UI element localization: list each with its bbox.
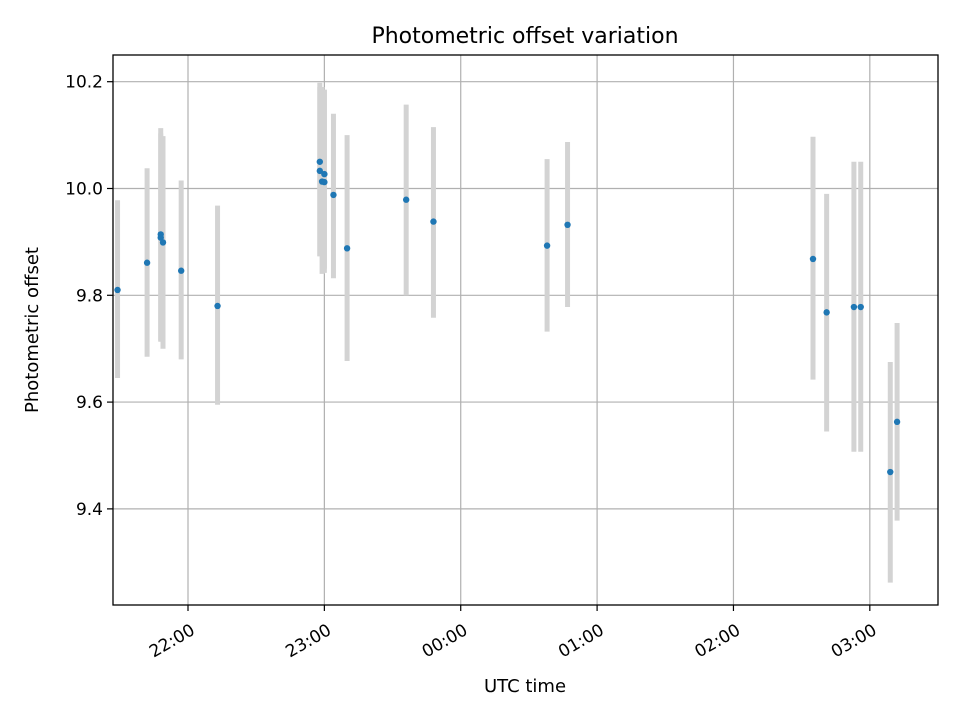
y-tick-label: 10.2 [65,73,103,93]
data-point [851,304,857,310]
data-point [544,242,550,248]
y-tick-label: 9.4 [76,500,103,520]
y-tick-label: 10.0 [65,179,103,199]
data-point [858,304,864,310]
data-point [823,309,829,315]
data-point [178,268,184,274]
data-point [160,239,166,245]
x-axis-label: UTC time [484,676,566,697]
data-point [344,245,350,251]
data-point [564,222,570,228]
y-tick-label: 9.6 [76,393,103,413]
data-point [214,303,220,309]
y-tick-label: 9.8 [76,286,103,306]
data-point [403,197,409,203]
data-point [810,256,816,262]
data-point [317,159,323,165]
data-point [321,171,327,177]
data-point [430,218,436,224]
data-point [330,192,336,198]
data-point [114,287,120,293]
data-point [144,260,150,266]
chart-title: Photometric offset variation [371,24,678,49]
data-point [894,419,900,425]
y-axis-label: Photometric offset [22,247,43,413]
data-point [321,179,327,185]
data-point [887,469,893,475]
